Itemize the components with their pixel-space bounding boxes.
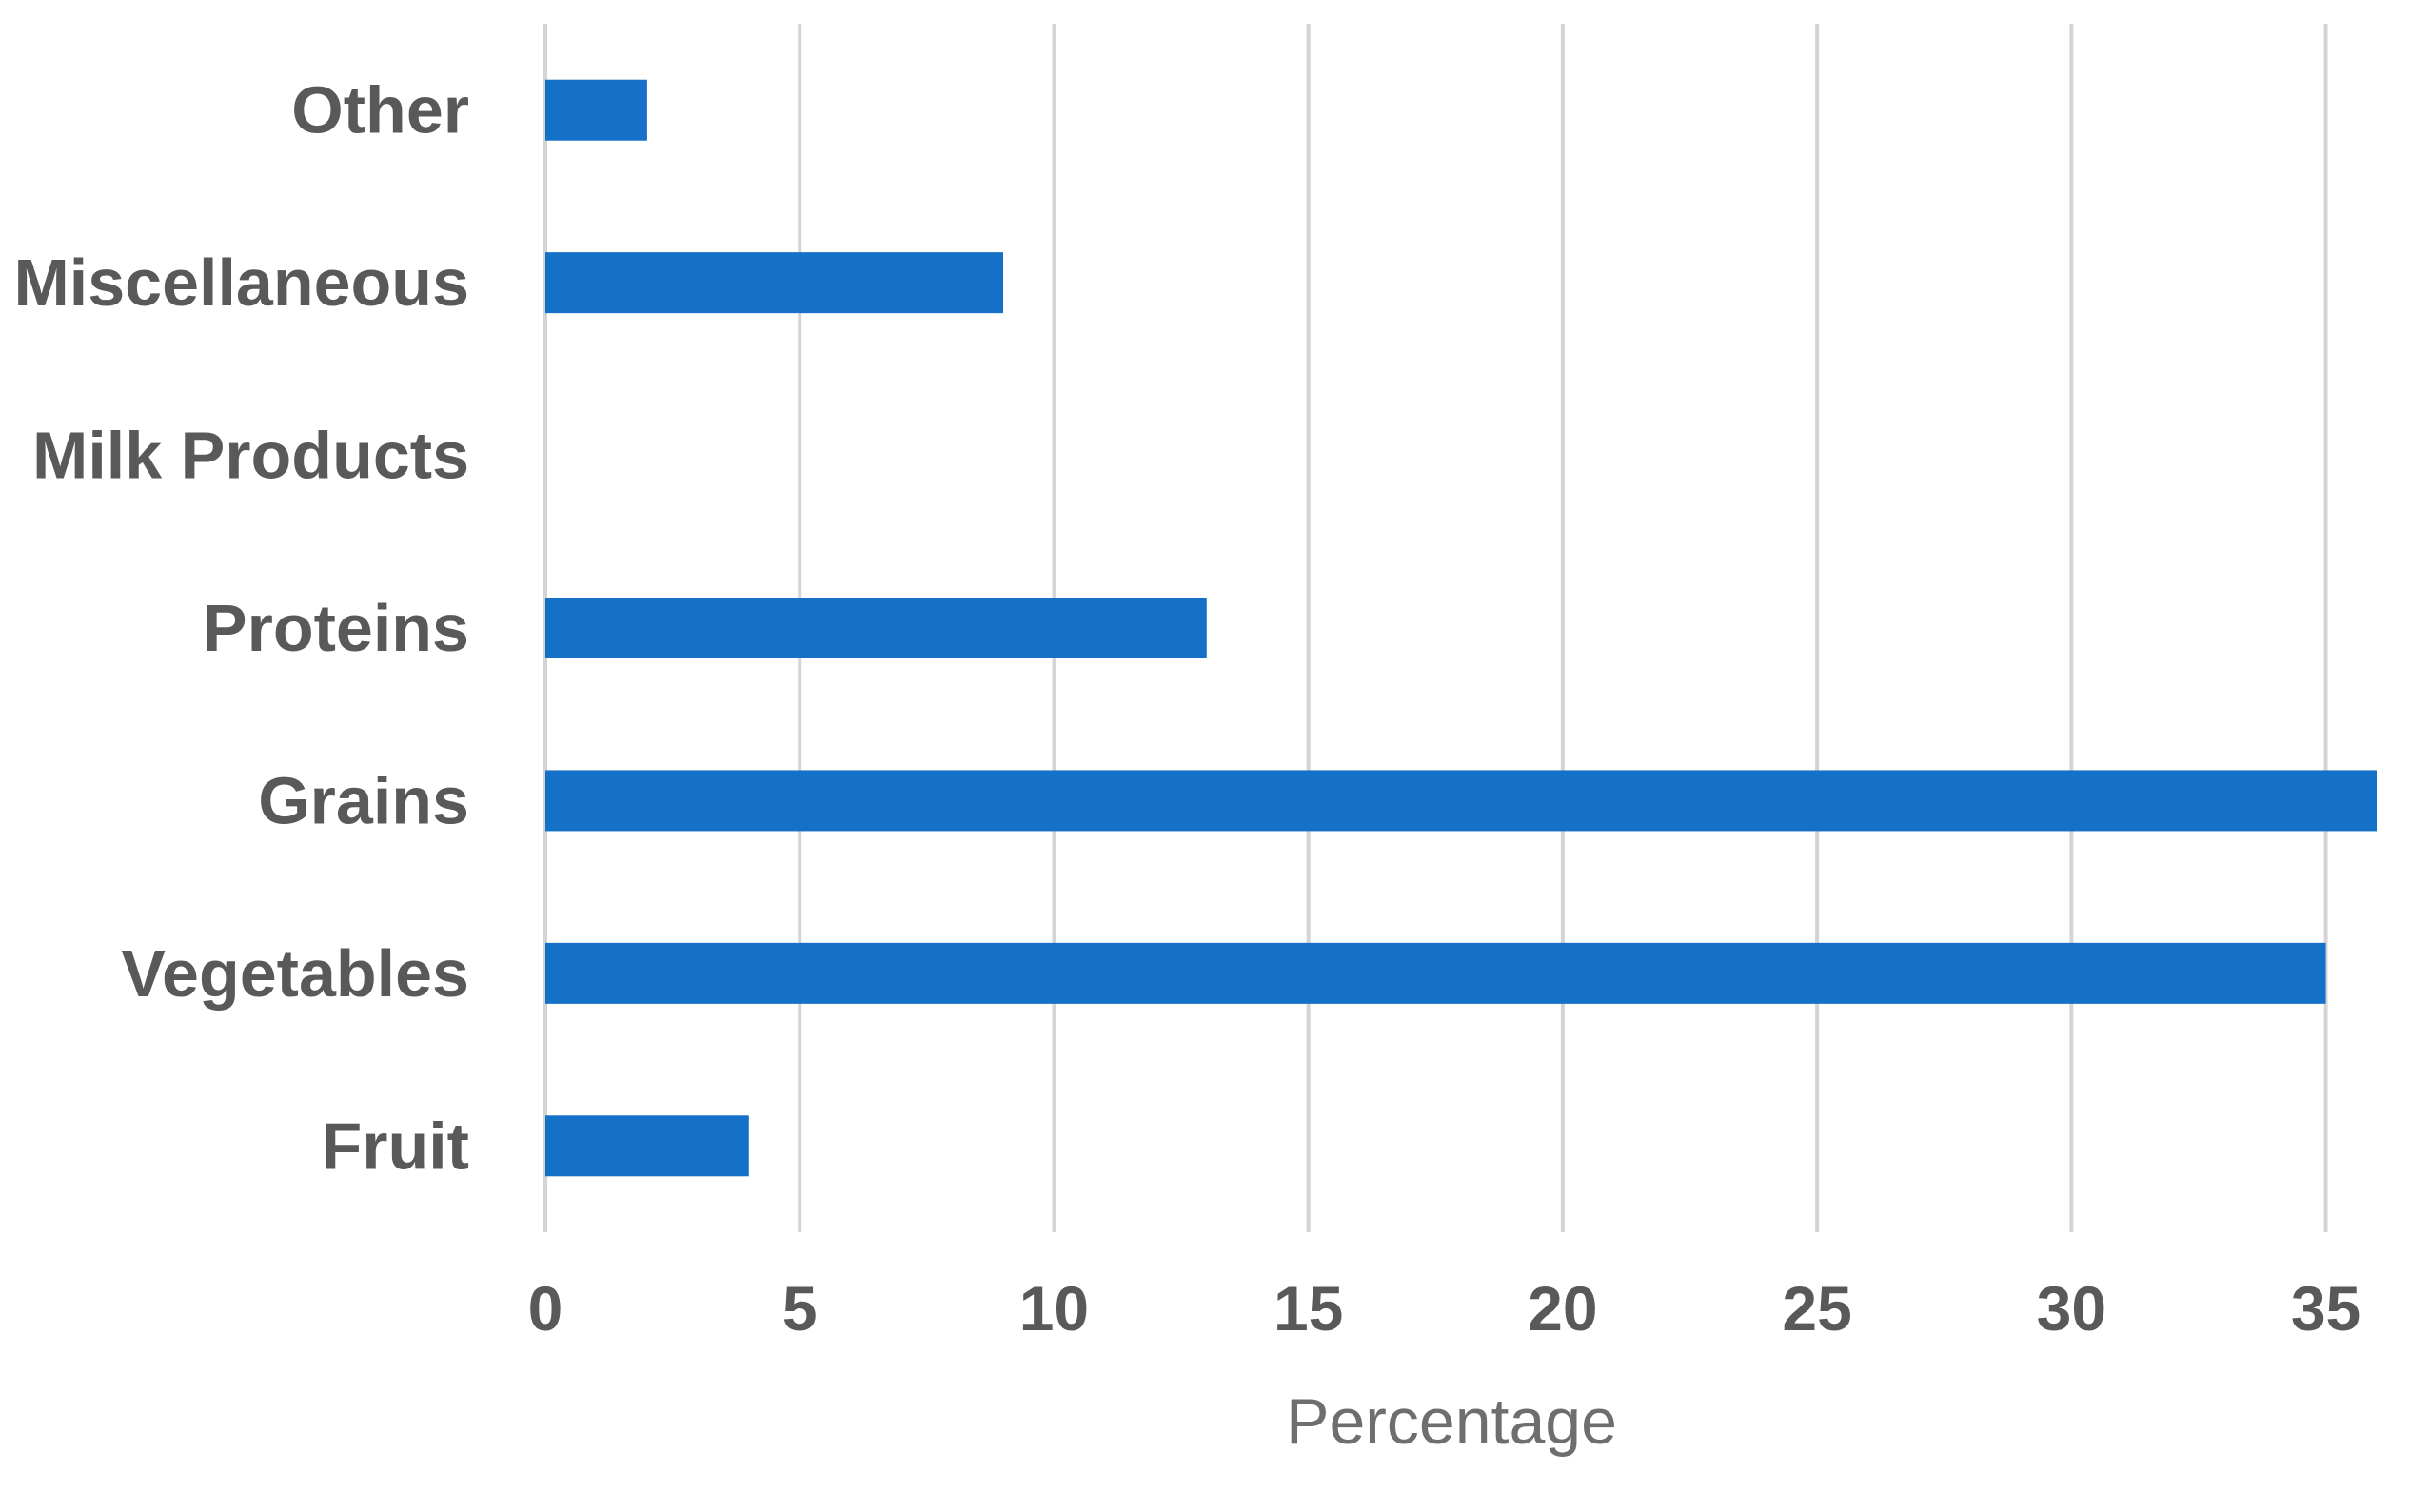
x-tick-labels: 0 5 10 15 20 25 30 35: [528, 1273, 2361, 1344]
category-label-other: Other: [291, 73, 469, 147]
bars: [545, 79, 2377, 1177]
category-label-miscellaneous: Miscellaneous: [13, 245, 469, 320]
category-label-fruit: Fruit: [321, 1109, 469, 1183]
category-labels: Fruit Vegetables Grains Proteins Milk Produc…: [13, 73, 469, 1184]
bar-proteins: [545, 598, 1207, 658]
x-tick-label: 35: [2291, 1273, 2360, 1344]
bar-miscellaneous: [545, 252, 1003, 314]
category-label-vegetables: Vegetables: [121, 936, 469, 1011]
x-tick-label: 30: [2037, 1273, 2106, 1344]
x-tick-label: 10: [1019, 1273, 1089, 1344]
x-tick-label: 15: [1274, 1273, 1343, 1344]
bar-other: [545, 79, 647, 141]
x-tick-label: 25: [1782, 1273, 1851, 1344]
category-label-grains: Grains: [258, 763, 469, 837]
x-tick-label: 0: [528, 1273, 563, 1344]
category-label-proteins: Proteins: [203, 591, 469, 665]
category-label-milk-products: Milk Products: [32, 419, 469, 493]
bar-vegetables: [545, 942, 2326, 1004]
x-tick-label: 5: [782, 1273, 818, 1344]
bar-grains: [545, 770, 2377, 832]
x-axis-title: Percentage: [1286, 1385, 1617, 1458]
x-tick-label: 20: [1528, 1273, 1597, 1344]
bar-fruit: [545, 1115, 749, 1177]
